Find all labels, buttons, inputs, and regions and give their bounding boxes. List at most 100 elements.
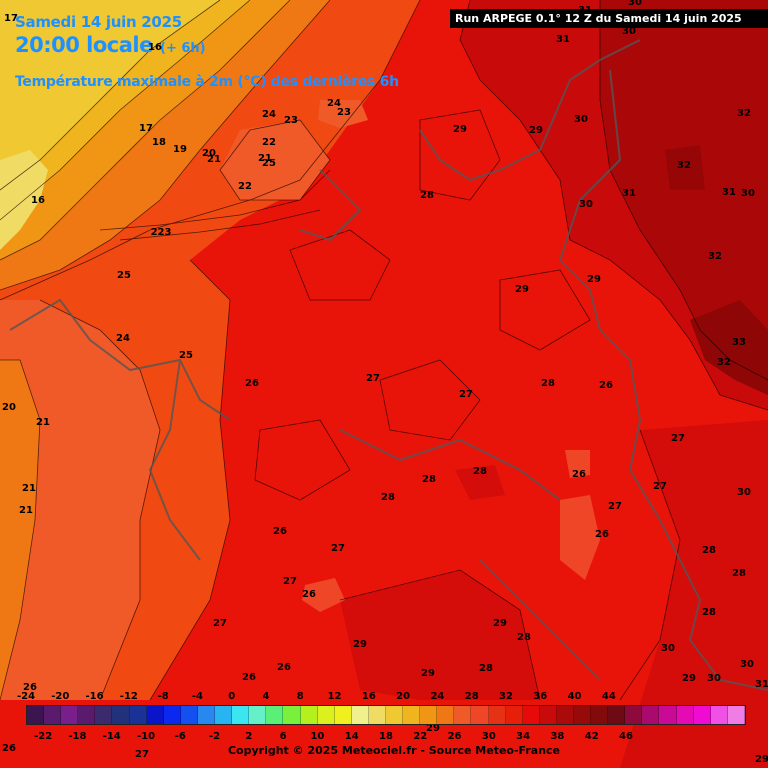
- map-value: 28: [702, 607, 716, 618]
- legend-swatch: [437, 706, 455, 724]
- legend-tick-label: 18: [379, 731, 393, 742]
- legend-tick-label: 6: [279, 731, 287, 742]
- legend-swatch: [539, 706, 557, 724]
- map-value: 24: [116, 333, 130, 344]
- map-value: 27: [366, 373, 380, 384]
- map-value: 21: [258, 153, 272, 164]
- zone-south-28: [340, 570, 540, 700]
- map-value: 24: [262, 109, 276, 120]
- map-value: 29: [682, 673, 696, 684]
- legend-tick-label: -8: [157, 691, 169, 702]
- legend-tick-label: -22: [34, 731, 53, 742]
- map-value: 27: [283, 576, 297, 587]
- map-value: 21: [22, 483, 36, 494]
- legend-tick-label: -16: [85, 691, 104, 702]
- map-value: 28: [732, 568, 746, 579]
- map-value: 20: [202, 148, 216, 159]
- legend-tick-label: 14: [344, 731, 359, 742]
- legend-swatch: [112, 706, 130, 724]
- map-value: 33: [732, 337, 746, 348]
- borders: [9, 39, 768, 691]
- variable-title: Température maximale à 2m (°C) des derni…: [15, 74, 399, 90]
- legend-swatch: [61, 706, 79, 724]
- map-value: 28: [420, 190, 434, 201]
- map-value: 25: [262, 158, 276, 169]
- map-value: 21: [207, 154, 221, 165]
- map-value: 31: [622, 188, 636, 199]
- map-value: 17: [139, 123, 153, 134]
- map-value: 18: [152, 137, 166, 148]
- legend-tick-label: -20: [51, 691, 70, 702]
- map-value: 25: [117, 270, 131, 281]
- map-value: 29: [453, 124, 467, 135]
- legend-swatch: [163, 706, 181, 724]
- legend-tick-label: 28: [464, 691, 479, 702]
- zone-se-28-30: [620, 420, 768, 768]
- legend-tick-label: 0: [228, 691, 236, 702]
- map-value: 27: [331, 543, 345, 554]
- run-banner: Run ARPEGE 0.1° 12 Z du Samedi 14 juin 2…: [450, 9, 768, 28]
- legend-tick-label: 44: [601, 691, 616, 702]
- map-value: 30: [622, 26, 636, 37]
- legend-swatch: [266, 706, 284, 724]
- map-value: 27: [213, 618, 227, 629]
- map-value: 20: [2, 402, 16, 413]
- patch-26b: [565, 450, 590, 478]
- map-value: 16: [31, 195, 45, 206]
- legend-swatch: [471, 706, 489, 724]
- legend-swatch: [27, 706, 45, 724]
- legend-tick-label: 26: [447, 731, 462, 742]
- map-value: 30: [628, 0, 642, 8]
- legend-swatch: [351, 706, 369, 724]
- zone-20-22: [0, 360, 40, 700]
- map-value: 32: [737, 108, 751, 119]
- map-value: 30: [579, 199, 593, 210]
- map-value: 26: [273, 526, 287, 537]
- patch-22-24: [220, 120, 330, 200]
- legend-tick-label: -2: [209, 731, 221, 742]
- legend-swatch: [334, 706, 352, 724]
- map-value: 31: [578, 5, 592, 16]
- legend-tick-label: 24: [430, 691, 445, 702]
- map-value: 26: [277, 662, 291, 673]
- legend-swatch: [591, 706, 609, 724]
- legend-swatch: [642, 706, 660, 724]
- copyright: Copyright © 2025 Meteociel.fr - Source M…: [227, 744, 561, 757]
- legend-swatch: [146, 706, 164, 724]
- legend-tick-label: 40: [567, 691, 582, 702]
- map-value: 27: [671, 433, 685, 444]
- map-value: 30: [574, 114, 588, 125]
- legend-tick-label: -18: [68, 731, 87, 742]
- legend-swatch: [283, 706, 301, 724]
- local-time: 20:00 locale: [15, 33, 153, 57]
- patch-28: [455, 465, 505, 500]
- map-value: 21: [19, 505, 33, 516]
- map-value: 26: [572, 469, 586, 480]
- legend-swatch: [44, 706, 62, 724]
- legend-tick-label: 46: [619, 731, 633, 742]
- legend-tick-label: 20: [396, 691, 411, 702]
- legend-tick-label: 16: [361, 691, 376, 702]
- legend-swatch: [249, 706, 267, 724]
- map-value: 30: [707, 673, 721, 684]
- legend-swatch: [574, 706, 592, 724]
- patch-26c: [302, 578, 345, 612]
- map-value: 28: [517, 632, 531, 643]
- legend-swatch: [78, 706, 96, 724]
- map-value: 26: [245, 378, 259, 389]
- legend-tick-label: 10: [310, 731, 325, 742]
- map-value: 28: [422, 474, 436, 485]
- legend-tick-label: 22: [413, 731, 428, 742]
- map-value: 29: [755, 754, 768, 765]
- isotherm-lines: [0, 0, 768, 701]
- map-value: 26: [2, 743, 16, 754]
- map-value: 16: [148, 42, 162, 53]
- legend-swatch: [95, 706, 113, 724]
- map-value: 25: [179, 350, 193, 361]
- map-value: 21: [36, 417, 50, 428]
- legend-tick-label: -4: [191, 691, 203, 702]
- map-value: 28: [381, 492, 395, 503]
- legend-swatch: [676, 706, 694, 724]
